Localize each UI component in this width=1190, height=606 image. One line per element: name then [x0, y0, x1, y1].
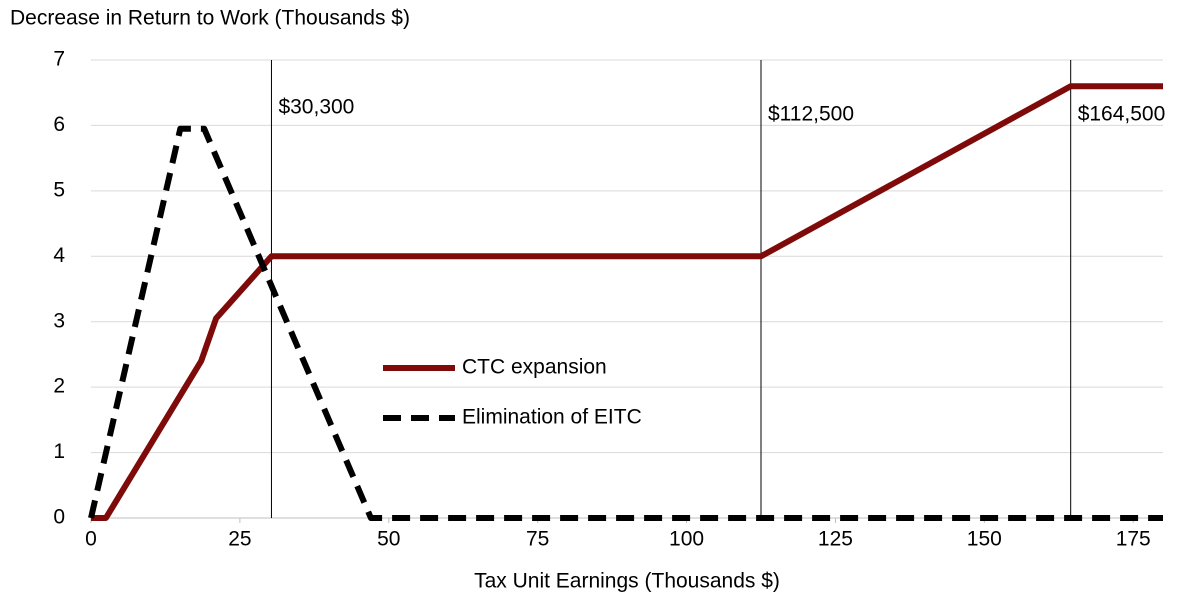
- y-tick-label: 0: [53, 506, 65, 529]
- x-tick-label: 125: [818, 528, 853, 551]
- y-tick-label: 3: [53, 309, 65, 332]
- x-tick-label: 175: [1116, 528, 1151, 551]
- annotation-label: $30,300: [278, 96, 354, 119]
- x-tick-label: 100: [669, 528, 704, 551]
- annotation-label: $164,500: [1078, 103, 1166, 126]
- legend-label: CTC expansion: [462, 356, 607, 379]
- x-tick-label: 50: [377, 528, 400, 551]
- y-tick-label: 2: [53, 375, 65, 398]
- x-tick-label: 0: [85, 528, 97, 551]
- y-tick-label: 7: [53, 48, 65, 71]
- y-tick-label: 1: [53, 440, 65, 463]
- x-tick-label: 25: [228, 528, 251, 551]
- x-axis-label: Tax Unit Earnings (Thousands $): [474, 570, 780, 593]
- legend-label: Elimination of EITC: [462, 406, 642, 429]
- x-tick-label: 75: [526, 528, 549, 551]
- series-line: [88, 125, 1163, 521]
- chart-title: Decrease in Return to Work (Thousands $): [10, 7, 410, 30]
- y-tick-label: 4: [53, 244, 65, 267]
- x-tick-label: 150: [967, 528, 1002, 551]
- y-tick-label: 6: [53, 113, 65, 136]
- y-tick-label: 5: [53, 178, 65, 201]
- annotation-label: $112,500: [768, 103, 854, 126]
- series-line: [91, 83, 1163, 521]
